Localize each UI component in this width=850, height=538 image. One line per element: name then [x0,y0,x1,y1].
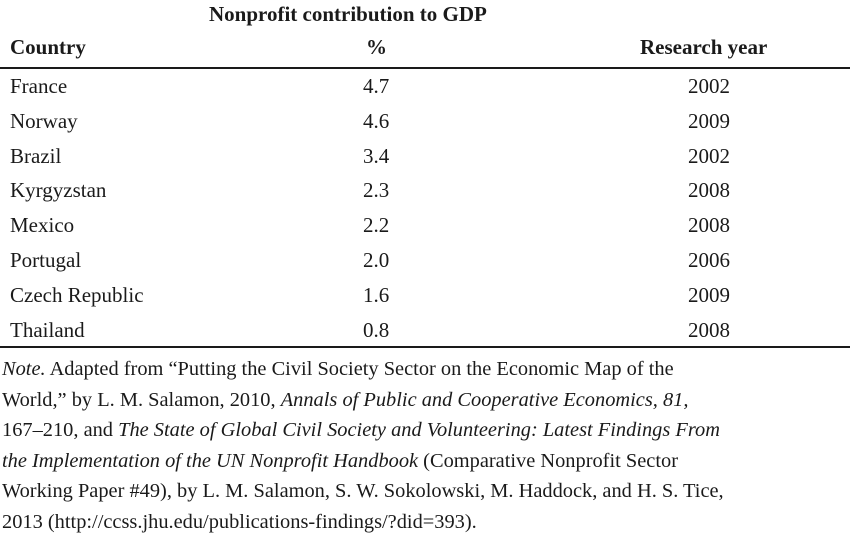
column-header-percent: % [366,35,387,59]
cell-percent: 3.4 [363,143,390,168]
note-text: Working Paper #49), by L. M. Salamon, S.… [2,480,724,503]
note-text: World,” by L. M. Salamon, 2010, [2,388,281,411]
note-line: Working Paper #49), by L. M. Salamon, S.… [2,476,848,507]
cell-year: 2002 [688,143,730,168]
cell-year: 2008 [688,178,730,203]
cell-country: Czech Republic [10,282,144,307]
cell-country: Mexico [10,213,75,238]
cell-percent: 2.0 [363,247,390,272]
header-rule [0,67,850,69]
column-header-country: Country [10,35,86,59]
note-line: Note. Adapted from “Putting the Civil So… [2,354,848,385]
cell-percent: 0.8 [363,317,390,342]
cell-percent: 1.6 [363,282,390,307]
note-line: the Implementation of the UN Nonprofit H… [2,446,848,477]
note-line: World,” by L. M. Salamon, 2010, Annals o… [2,385,848,416]
table-body: France 4.7 2002 Norway 4.6 2009 Brazil 3… [0,70,850,348]
table-row: Czech Republic 1.6 2009 [0,279,850,314]
cell-year: 2006 [688,247,730,272]
cell-year: 2008 [688,317,730,342]
cell-percent: 2.3 [363,178,390,203]
cell-year: 2009 [688,282,730,307]
note-report-title: the Implementation of the UN Nonprofit H… [2,449,419,472]
table-row: France 4.7 2002 [0,70,850,105]
cell-percent: 4.7 [363,74,390,98]
table-row: Norway 4.6 2009 [0,105,850,140]
cell-year: 2002 [688,74,730,98]
note-text: (Comparative Nonprofit Sector [418,449,678,472]
note-text: 167–210, and [2,419,119,442]
cell-country: Portugal [10,247,82,272]
table-row: Thailand 0.8 2008 [0,314,850,349]
cell-country: Kyrgyzstan [10,178,107,203]
table-note: Note. Adapted from “Putting the Civil So… [2,354,848,538]
cell-country: Brazil [10,143,62,168]
cell-year: 2008 [688,213,730,238]
note-text: 2013 (http://ccss.jhu.edu/publications-f… [2,510,477,533]
note-line: 2013 (http://ccss.jhu.edu/publications-f… [2,507,848,538]
table-row: Brazil 3.4 2002 [0,140,850,175]
note-text: Adapted from “Putting the Civil Society … [45,358,674,380]
cell-year: 2009 [688,108,730,133]
table-row: Portugal 2.0 2006 [0,244,850,279]
cell-country: France [10,74,68,98]
note-journal-title: Annals of Public and Cooperative Economi… [280,388,689,411]
column-header-research-year: Research year [640,35,768,59]
note-line: 167–210, and The State of Global Civil S… [2,415,848,446]
cell-country: Norway [10,108,78,133]
table-row: Kyrgyzstan 2.3 2008 [0,174,850,209]
footer-rule [0,346,850,348]
table-row: Mexico 2.2 2008 [0,209,850,244]
note-label: Note. [2,358,46,380]
table-header: Nonprofit contribution to GDP Country % … [0,0,850,70]
cell-country: Thailand [10,317,85,342]
cell-percent: 4.6 [363,108,390,133]
note-report-title: The State of Global Civil Society and Vo… [118,419,720,442]
column-super-header: Nonprofit contribution to GDP [209,2,487,26]
cell-percent: 2.2 [363,213,390,238]
